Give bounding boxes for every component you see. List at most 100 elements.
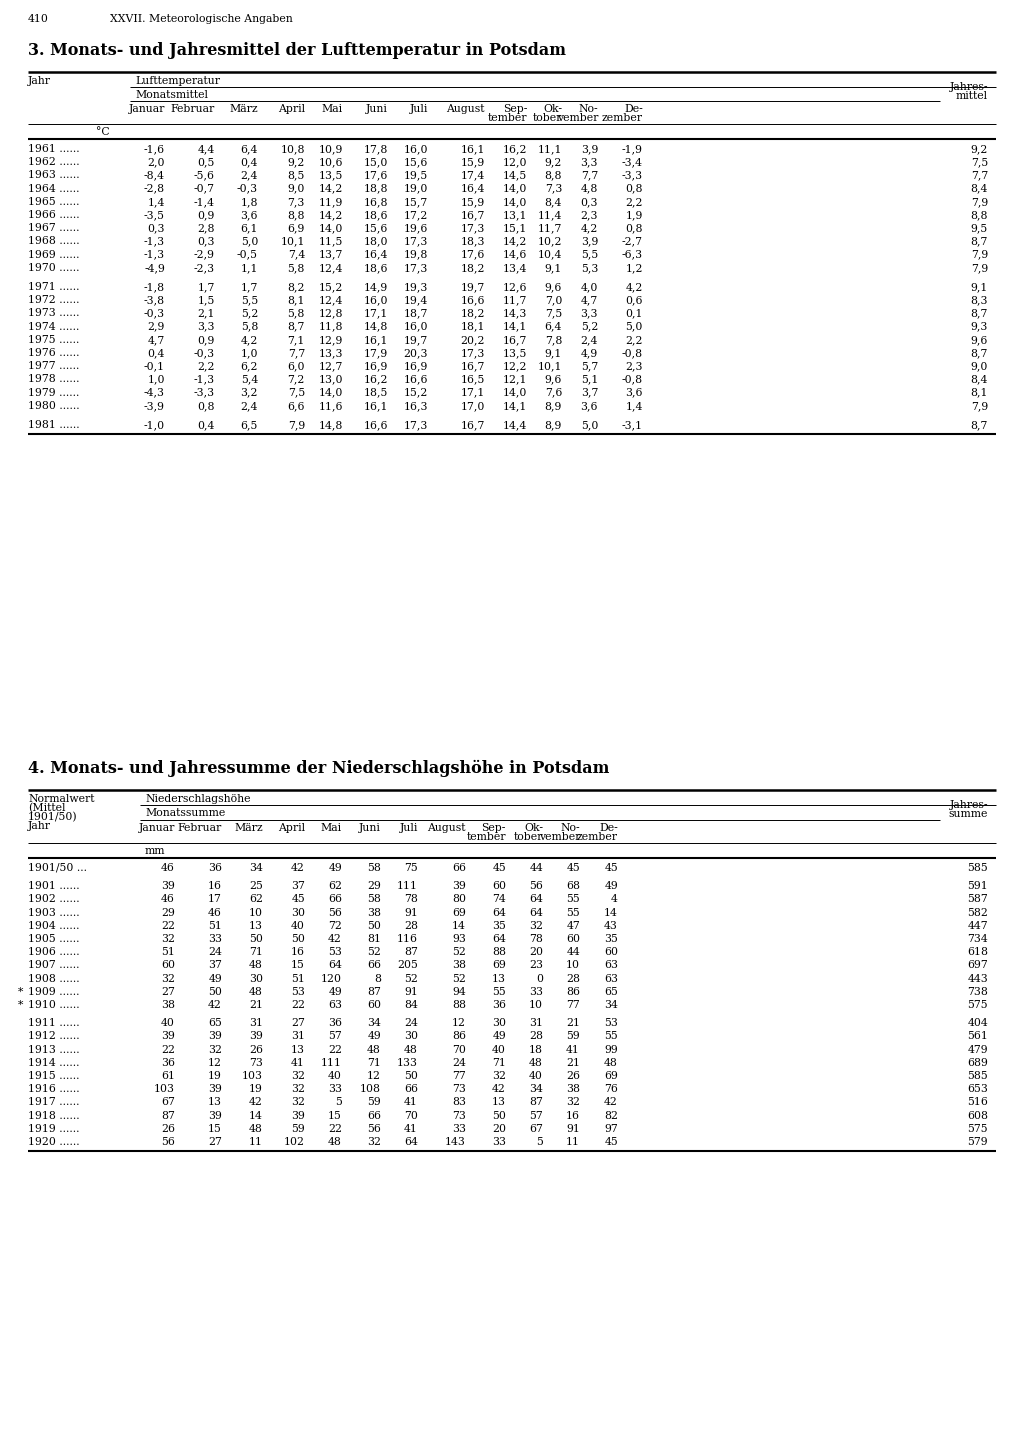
Text: 38: 38 xyxy=(452,960,466,970)
Text: 17,1: 17,1 xyxy=(461,387,485,397)
Text: 14: 14 xyxy=(604,908,618,917)
Text: 38: 38 xyxy=(566,1084,580,1095)
Text: 1905 ......: 1905 ...... xyxy=(28,934,80,944)
Text: 33: 33 xyxy=(452,1123,466,1134)
Text: 16: 16 xyxy=(291,947,305,957)
Text: -1,6: -1,6 xyxy=(144,144,165,155)
Text: 18,0: 18,0 xyxy=(364,237,388,247)
Text: 8: 8 xyxy=(374,973,381,983)
Text: 99: 99 xyxy=(604,1044,618,1054)
Text: 14: 14 xyxy=(453,921,466,931)
Text: 91: 91 xyxy=(404,908,418,917)
Text: 12,0: 12,0 xyxy=(503,157,527,168)
Text: 30: 30 xyxy=(249,973,263,983)
Text: 34: 34 xyxy=(529,1084,543,1095)
Text: 73: 73 xyxy=(453,1110,466,1121)
Text: 1915 ......: 1915 ...... xyxy=(28,1071,80,1082)
Text: Februar: Februar xyxy=(178,823,222,833)
Text: 55: 55 xyxy=(566,908,580,917)
Text: 6,2: 6,2 xyxy=(241,361,258,371)
Text: mm: mm xyxy=(145,846,166,856)
Text: 14,3: 14,3 xyxy=(503,309,527,318)
Text: 0,5: 0,5 xyxy=(198,157,215,168)
Text: 0,6: 0,6 xyxy=(626,295,643,305)
Text: 88: 88 xyxy=(492,947,506,957)
Text: 4,4: 4,4 xyxy=(198,144,215,155)
Text: 66: 66 xyxy=(328,894,342,904)
Text: 33: 33 xyxy=(208,934,222,944)
Text: 6,9: 6,9 xyxy=(288,224,305,232)
Text: vember: vember xyxy=(557,113,598,123)
Text: 41: 41 xyxy=(404,1123,418,1134)
Text: 11,7: 11,7 xyxy=(538,224,562,232)
Text: -4,3: -4,3 xyxy=(144,387,165,397)
Text: 27: 27 xyxy=(291,1018,305,1028)
Text: 20,3: 20,3 xyxy=(403,348,428,358)
Text: 51: 51 xyxy=(291,973,305,983)
Text: 41: 41 xyxy=(404,1097,418,1108)
Text: 19,4: 19,4 xyxy=(403,295,428,305)
Text: 6,6: 6,6 xyxy=(288,401,305,410)
Text: 9,6: 9,6 xyxy=(545,374,562,384)
Text: 56: 56 xyxy=(161,1136,175,1147)
Text: -1,8: -1,8 xyxy=(144,282,165,292)
Text: 36: 36 xyxy=(208,864,222,874)
Text: 50: 50 xyxy=(493,1110,506,1121)
Text: 32: 32 xyxy=(208,1044,222,1054)
Text: 27: 27 xyxy=(161,986,175,996)
Text: 73: 73 xyxy=(453,1084,466,1095)
Text: 52: 52 xyxy=(404,973,418,983)
Text: 8,4: 8,4 xyxy=(971,374,988,384)
Text: 3,6: 3,6 xyxy=(241,209,258,219)
Text: 8,1: 8,1 xyxy=(288,295,305,305)
Text: 43: 43 xyxy=(604,921,618,931)
Text: 1968 ......: 1968 ...... xyxy=(28,237,80,247)
Text: 16,2: 16,2 xyxy=(503,144,527,155)
Text: 111: 111 xyxy=(397,881,418,891)
Text: 1981 ......: 1981 ...... xyxy=(28,420,80,430)
Text: 17,6: 17,6 xyxy=(461,250,485,260)
Text: 205: 205 xyxy=(397,960,418,970)
Text: 16,7: 16,7 xyxy=(461,361,485,371)
Text: 59: 59 xyxy=(291,1123,305,1134)
Text: 0,8: 0,8 xyxy=(626,224,643,232)
Text: 7,7: 7,7 xyxy=(971,170,988,180)
Text: 8,7: 8,7 xyxy=(971,237,988,247)
Text: *: * xyxy=(18,986,24,996)
Text: 16,7: 16,7 xyxy=(461,420,485,430)
Text: 64: 64 xyxy=(493,934,506,944)
Text: 48: 48 xyxy=(249,1123,263,1134)
Text: 76: 76 xyxy=(604,1084,618,1095)
Text: Januar: Januar xyxy=(138,823,175,833)
Text: 48: 48 xyxy=(604,1058,618,1067)
Text: 19,7: 19,7 xyxy=(461,282,485,292)
Text: 32: 32 xyxy=(367,1136,381,1147)
Text: 1,7: 1,7 xyxy=(241,282,258,292)
Text: 62: 62 xyxy=(249,894,263,904)
Text: 1974 ......: 1974 ...... xyxy=(28,322,80,332)
Text: -3,3: -3,3 xyxy=(194,387,215,397)
Text: 64: 64 xyxy=(404,1136,418,1147)
Text: 14,5: 14,5 xyxy=(503,170,527,180)
Text: 37: 37 xyxy=(291,881,305,891)
Text: Ok-: Ok- xyxy=(543,104,562,114)
Text: -0,5: -0,5 xyxy=(237,250,258,260)
Text: 30: 30 xyxy=(492,1018,506,1028)
Text: 3,3: 3,3 xyxy=(198,322,215,332)
Text: 16,0: 16,0 xyxy=(403,322,428,332)
Text: 40: 40 xyxy=(328,1071,342,1082)
Text: 16,4: 16,4 xyxy=(461,183,485,193)
Text: 6,0: 6,0 xyxy=(288,361,305,371)
Text: 80: 80 xyxy=(452,894,466,904)
Text: 13,4: 13,4 xyxy=(503,263,527,273)
Text: 2,8: 2,8 xyxy=(198,224,215,232)
Text: 8,8: 8,8 xyxy=(545,170,562,180)
Text: 18,8: 18,8 xyxy=(364,183,388,193)
Text: 14,9: 14,9 xyxy=(364,282,388,292)
Text: 103: 103 xyxy=(154,1084,175,1095)
Text: 18,6: 18,6 xyxy=(364,209,388,219)
Text: 44: 44 xyxy=(566,947,580,957)
Text: 32: 32 xyxy=(291,1071,305,1082)
Text: 74: 74 xyxy=(493,894,506,904)
Text: 23: 23 xyxy=(529,960,543,970)
